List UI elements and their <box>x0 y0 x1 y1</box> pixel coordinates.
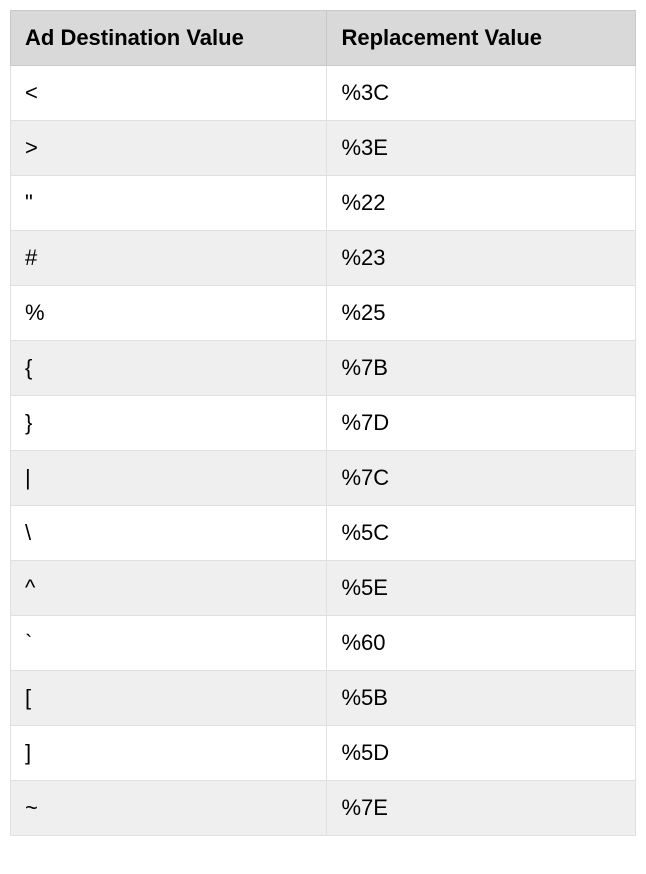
cell-replacement: %5C <box>327 506 636 561</box>
encoding-table: Ad Destination Value Replacement Value <… <box>10 10 636 836</box>
table-body: < %3C > %3E " %22 # %23 % %25 { %7B } %7… <box>11 66 636 836</box>
table-row: % %25 <box>11 286 636 341</box>
table-row: ] %5D <box>11 726 636 781</box>
cell-destination: { <box>11 341 327 396</box>
cell-destination: ^ <box>11 561 327 616</box>
cell-destination: ] <box>11 726 327 781</box>
cell-replacement: %60 <box>327 616 636 671</box>
column-header-destination: Ad Destination Value <box>11 11 327 66</box>
cell-destination: } <box>11 396 327 451</box>
table-row: " %22 <box>11 176 636 231</box>
table-row: \ %5C <box>11 506 636 561</box>
cell-replacement: %7C <box>327 451 636 506</box>
cell-replacement: %7D <box>327 396 636 451</box>
cell-replacement: %25 <box>327 286 636 341</box>
table-row: # %23 <box>11 231 636 286</box>
cell-replacement: %5B <box>327 671 636 726</box>
cell-replacement: %5E <box>327 561 636 616</box>
table-row: ` %60 <box>11 616 636 671</box>
cell-replacement: %5D <box>327 726 636 781</box>
table-row: { %7B <box>11 341 636 396</box>
column-header-replacement: Replacement Value <box>327 11 636 66</box>
cell-destination: [ <box>11 671 327 726</box>
cell-destination: < <box>11 66 327 121</box>
cell-replacement: %3C <box>327 66 636 121</box>
table-row: < %3C <box>11 66 636 121</box>
table-row: } %7D <box>11 396 636 451</box>
cell-destination: \ <box>11 506 327 561</box>
table-header-row: Ad Destination Value Replacement Value <box>11 11 636 66</box>
table-row: [ %5B <box>11 671 636 726</box>
cell-replacement: %22 <box>327 176 636 231</box>
cell-destination: > <box>11 121 327 176</box>
cell-destination: " <box>11 176 327 231</box>
cell-destination: # <box>11 231 327 286</box>
table-row: ~ %7E <box>11 781 636 836</box>
cell-replacement: %7B <box>327 341 636 396</box>
cell-destination: ~ <box>11 781 327 836</box>
cell-destination: | <box>11 451 327 506</box>
cell-replacement: %23 <box>327 231 636 286</box>
cell-destination: ` <box>11 616 327 671</box>
table-row: | %7C <box>11 451 636 506</box>
table-row: > %3E <box>11 121 636 176</box>
table-row: ^ %5E <box>11 561 636 616</box>
cell-replacement: %7E <box>327 781 636 836</box>
cell-replacement: %3E <box>327 121 636 176</box>
cell-destination: % <box>11 286 327 341</box>
